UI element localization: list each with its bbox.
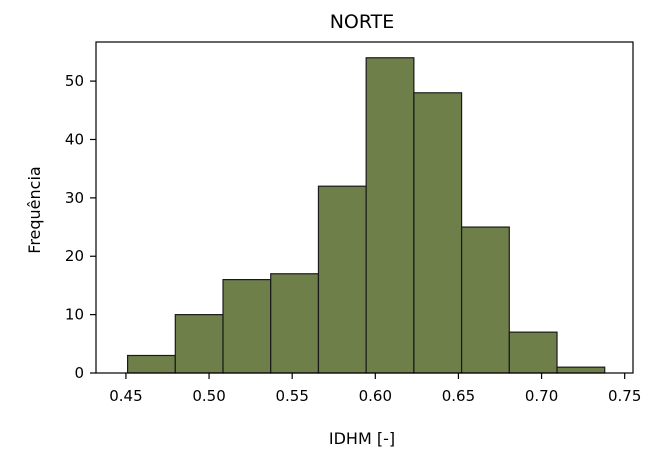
x-axis-label: IDHM [-] (329, 429, 395, 448)
histogram-bar (556, 366, 606, 374)
y-tick-label: 0 (74, 364, 84, 382)
x-axis: 0.45 0.50 0.55 0.60 0.65 0.70 0.75 (109, 373, 641, 405)
histogram-bar (270, 273, 320, 374)
chart-title: NORTE (330, 11, 395, 33)
y-axis-label: Frequência (25, 166, 44, 253)
y-axis: 0 10 20 30 40 50 (65, 72, 96, 382)
histogram-bar (508, 331, 558, 374)
x-tick-label: 0.70 (525, 387, 558, 405)
x-tick-label: 0.75 (608, 387, 641, 405)
histogram-bar (126, 354, 176, 374)
histogram-bar (222, 279, 272, 374)
histogram-bar (460, 226, 510, 374)
x-tick-label: 0.55 (275, 387, 308, 405)
x-tick-label: 0.50 (192, 387, 225, 405)
histogram-bar (365, 57, 415, 374)
histogram-bar (174, 314, 224, 374)
histogram-bar (317, 185, 367, 374)
histogram-bar (413, 92, 463, 374)
plot-frame (95, 41, 634, 374)
y-tick-label: 10 (65, 306, 84, 324)
y-tick-label: 50 (65, 72, 84, 90)
y-tick-label: 20 (65, 247, 84, 265)
x-tick-label: 0.65 (442, 387, 475, 405)
bars-group (126, 57, 606, 374)
y-tick-label: 40 (65, 130, 84, 148)
x-tick-label: 0.45 (109, 387, 142, 405)
x-tick-label: 0.60 (359, 387, 392, 405)
y-tick-label: 30 (65, 189, 84, 207)
